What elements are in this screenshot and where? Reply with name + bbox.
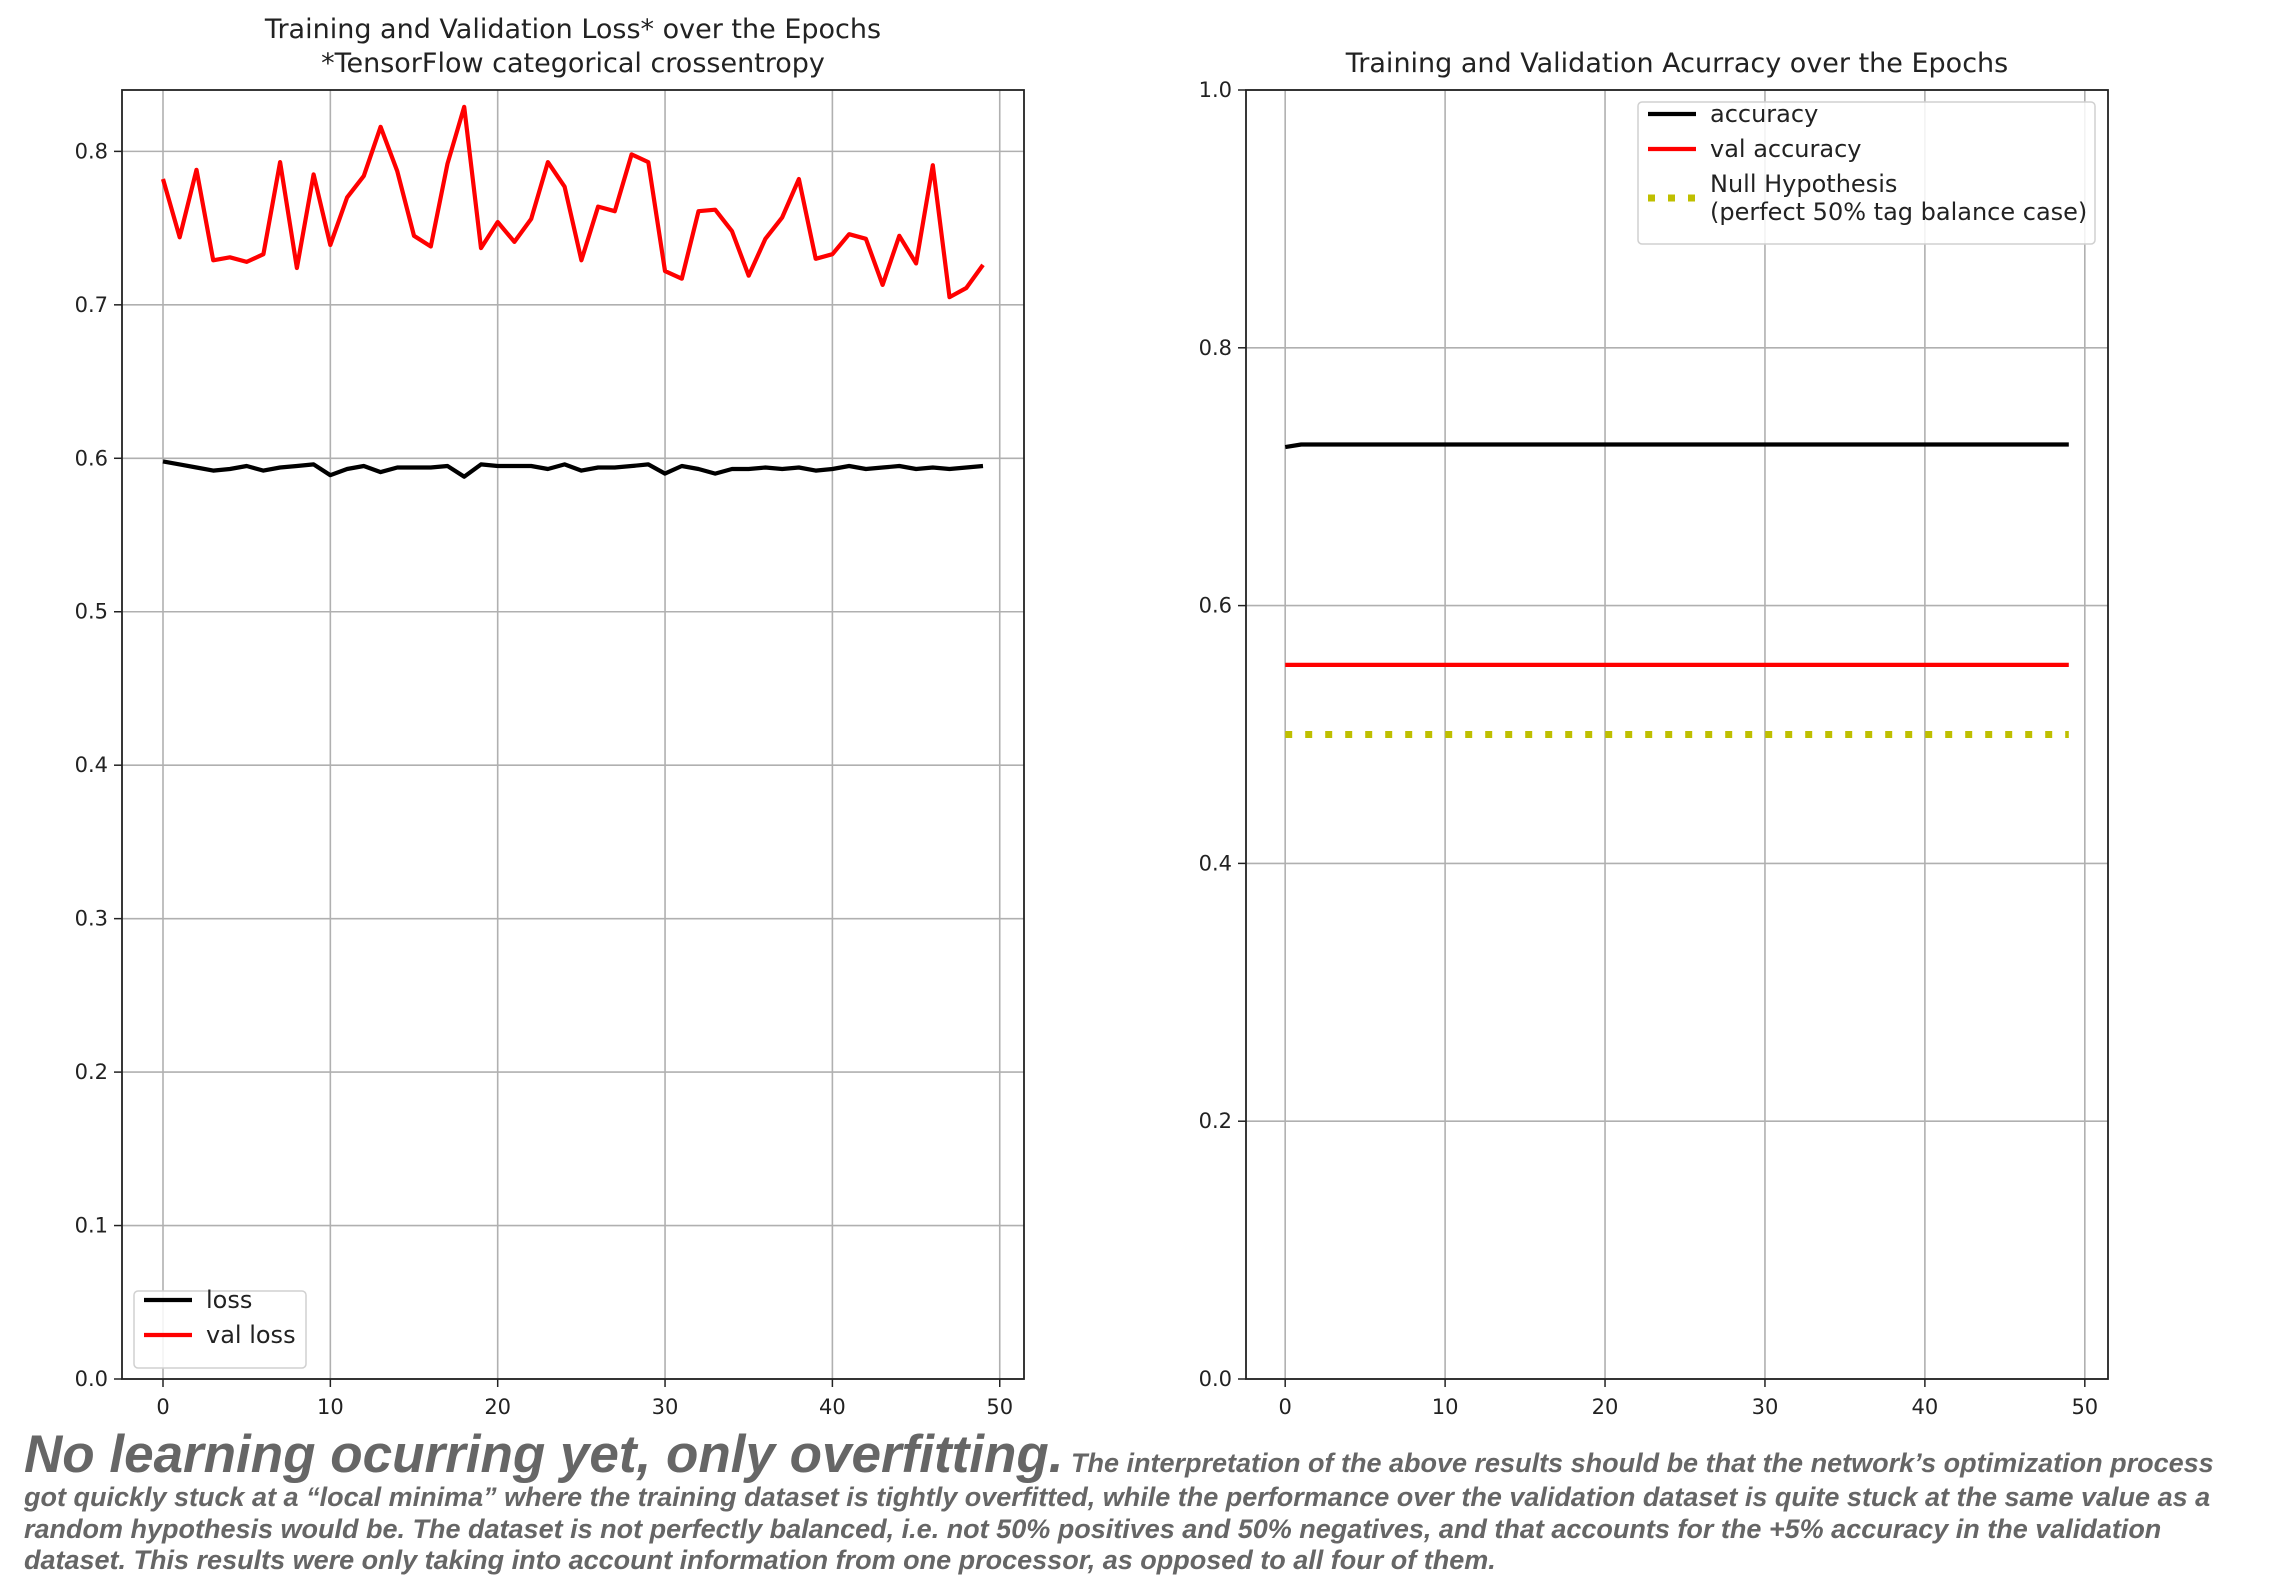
y-tick-label: 0.8 bbox=[75, 139, 108, 163]
y-tick-label: 0.1 bbox=[75, 1214, 108, 1238]
chart-subtitle: *TensorFlow categorical crossentropy bbox=[321, 48, 825, 79]
y-tick-label: 0.6 bbox=[1199, 594, 1232, 618]
x-tick-label: 10 bbox=[1432, 1395, 1459, 1419]
caption: No learning ocurring yet, only overfitti… bbox=[24, 1428, 2249, 1577]
accuracy-line bbox=[1284, 442, 2069, 450]
x-tick-label: 50 bbox=[986, 1395, 1013, 1419]
y-tick-label: 0.0 bbox=[1199, 1367, 1232, 1391]
chart-title: Training and Validation Loss* over the E… bbox=[264, 14, 881, 45]
x-tick-label: 0 bbox=[156, 1395, 169, 1419]
y-tick-label: 0.4 bbox=[75, 753, 108, 777]
x-tick-label: 20 bbox=[484, 1395, 511, 1419]
x-tick-label: 30 bbox=[1752, 1395, 1779, 1419]
y-tick-label: 1.0 bbox=[1199, 78, 1232, 102]
caption-body: The interpretation of the above results … bbox=[24, 1448, 2214, 1575]
y-tick-label: 0.2 bbox=[75, 1060, 108, 1084]
y-tick-label: 0.4 bbox=[1199, 851, 1232, 875]
x-tick-label: 40 bbox=[819, 1395, 846, 1419]
accuracy-chart: Training and Validation Acurracy over th… bbox=[1199, 48, 2109, 1419]
legend-box bbox=[133, 1290, 307, 1369]
legend-box bbox=[1637, 101, 2096, 245]
legend-label: Null Hypothesis bbox=[1710, 170, 1897, 198]
val-loss-line bbox=[160, 104, 985, 300]
y-tick-label: 0.0 bbox=[75, 1367, 108, 1391]
legend-label: loss bbox=[206, 1286, 252, 1314]
x-tick-label: 30 bbox=[652, 1395, 679, 1419]
charts-figure: Training and Validation Loss* over the E… bbox=[75, 14, 2109, 1419]
y-tick-label: 0.5 bbox=[75, 600, 108, 624]
plot-frame bbox=[1245, 89, 2109, 1380]
caption-headline: No learning ocurring yet, only overfitti… bbox=[24, 1425, 1064, 1484]
y-tick-label: 0.7 bbox=[75, 293, 108, 317]
x-tick-label: 10 bbox=[317, 1395, 344, 1419]
plot-frame bbox=[121, 89, 1025, 1380]
y-tick-label: 0.6 bbox=[75, 446, 108, 470]
loss-line bbox=[162, 459, 984, 479]
y-tick-label: 0.2 bbox=[1199, 1109, 1232, 1133]
x-tick-label: 0 bbox=[1278, 1395, 1291, 1419]
x-tick-label: 20 bbox=[1592, 1395, 1619, 1419]
y-tick-label: 0.3 bbox=[75, 907, 108, 931]
legend-label-line2: (perfect 50% tag balance case) bbox=[1710, 198, 2087, 226]
chart-title: Training and Validation Acurracy over th… bbox=[1345, 48, 2008, 79]
y-tick-label: 0.8 bbox=[1199, 336, 1232, 360]
legend-label: val loss bbox=[206, 1321, 296, 1349]
x-tick-label: 40 bbox=[1912, 1395, 1939, 1419]
legend-label: val accuracy bbox=[1710, 135, 1862, 163]
loss-chart: Training and Validation Loss* over the E… bbox=[75, 14, 1025, 1419]
legend-label: accuracy bbox=[1710, 100, 1818, 128]
x-tick-label: 50 bbox=[2071, 1395, 2098, 1419]
